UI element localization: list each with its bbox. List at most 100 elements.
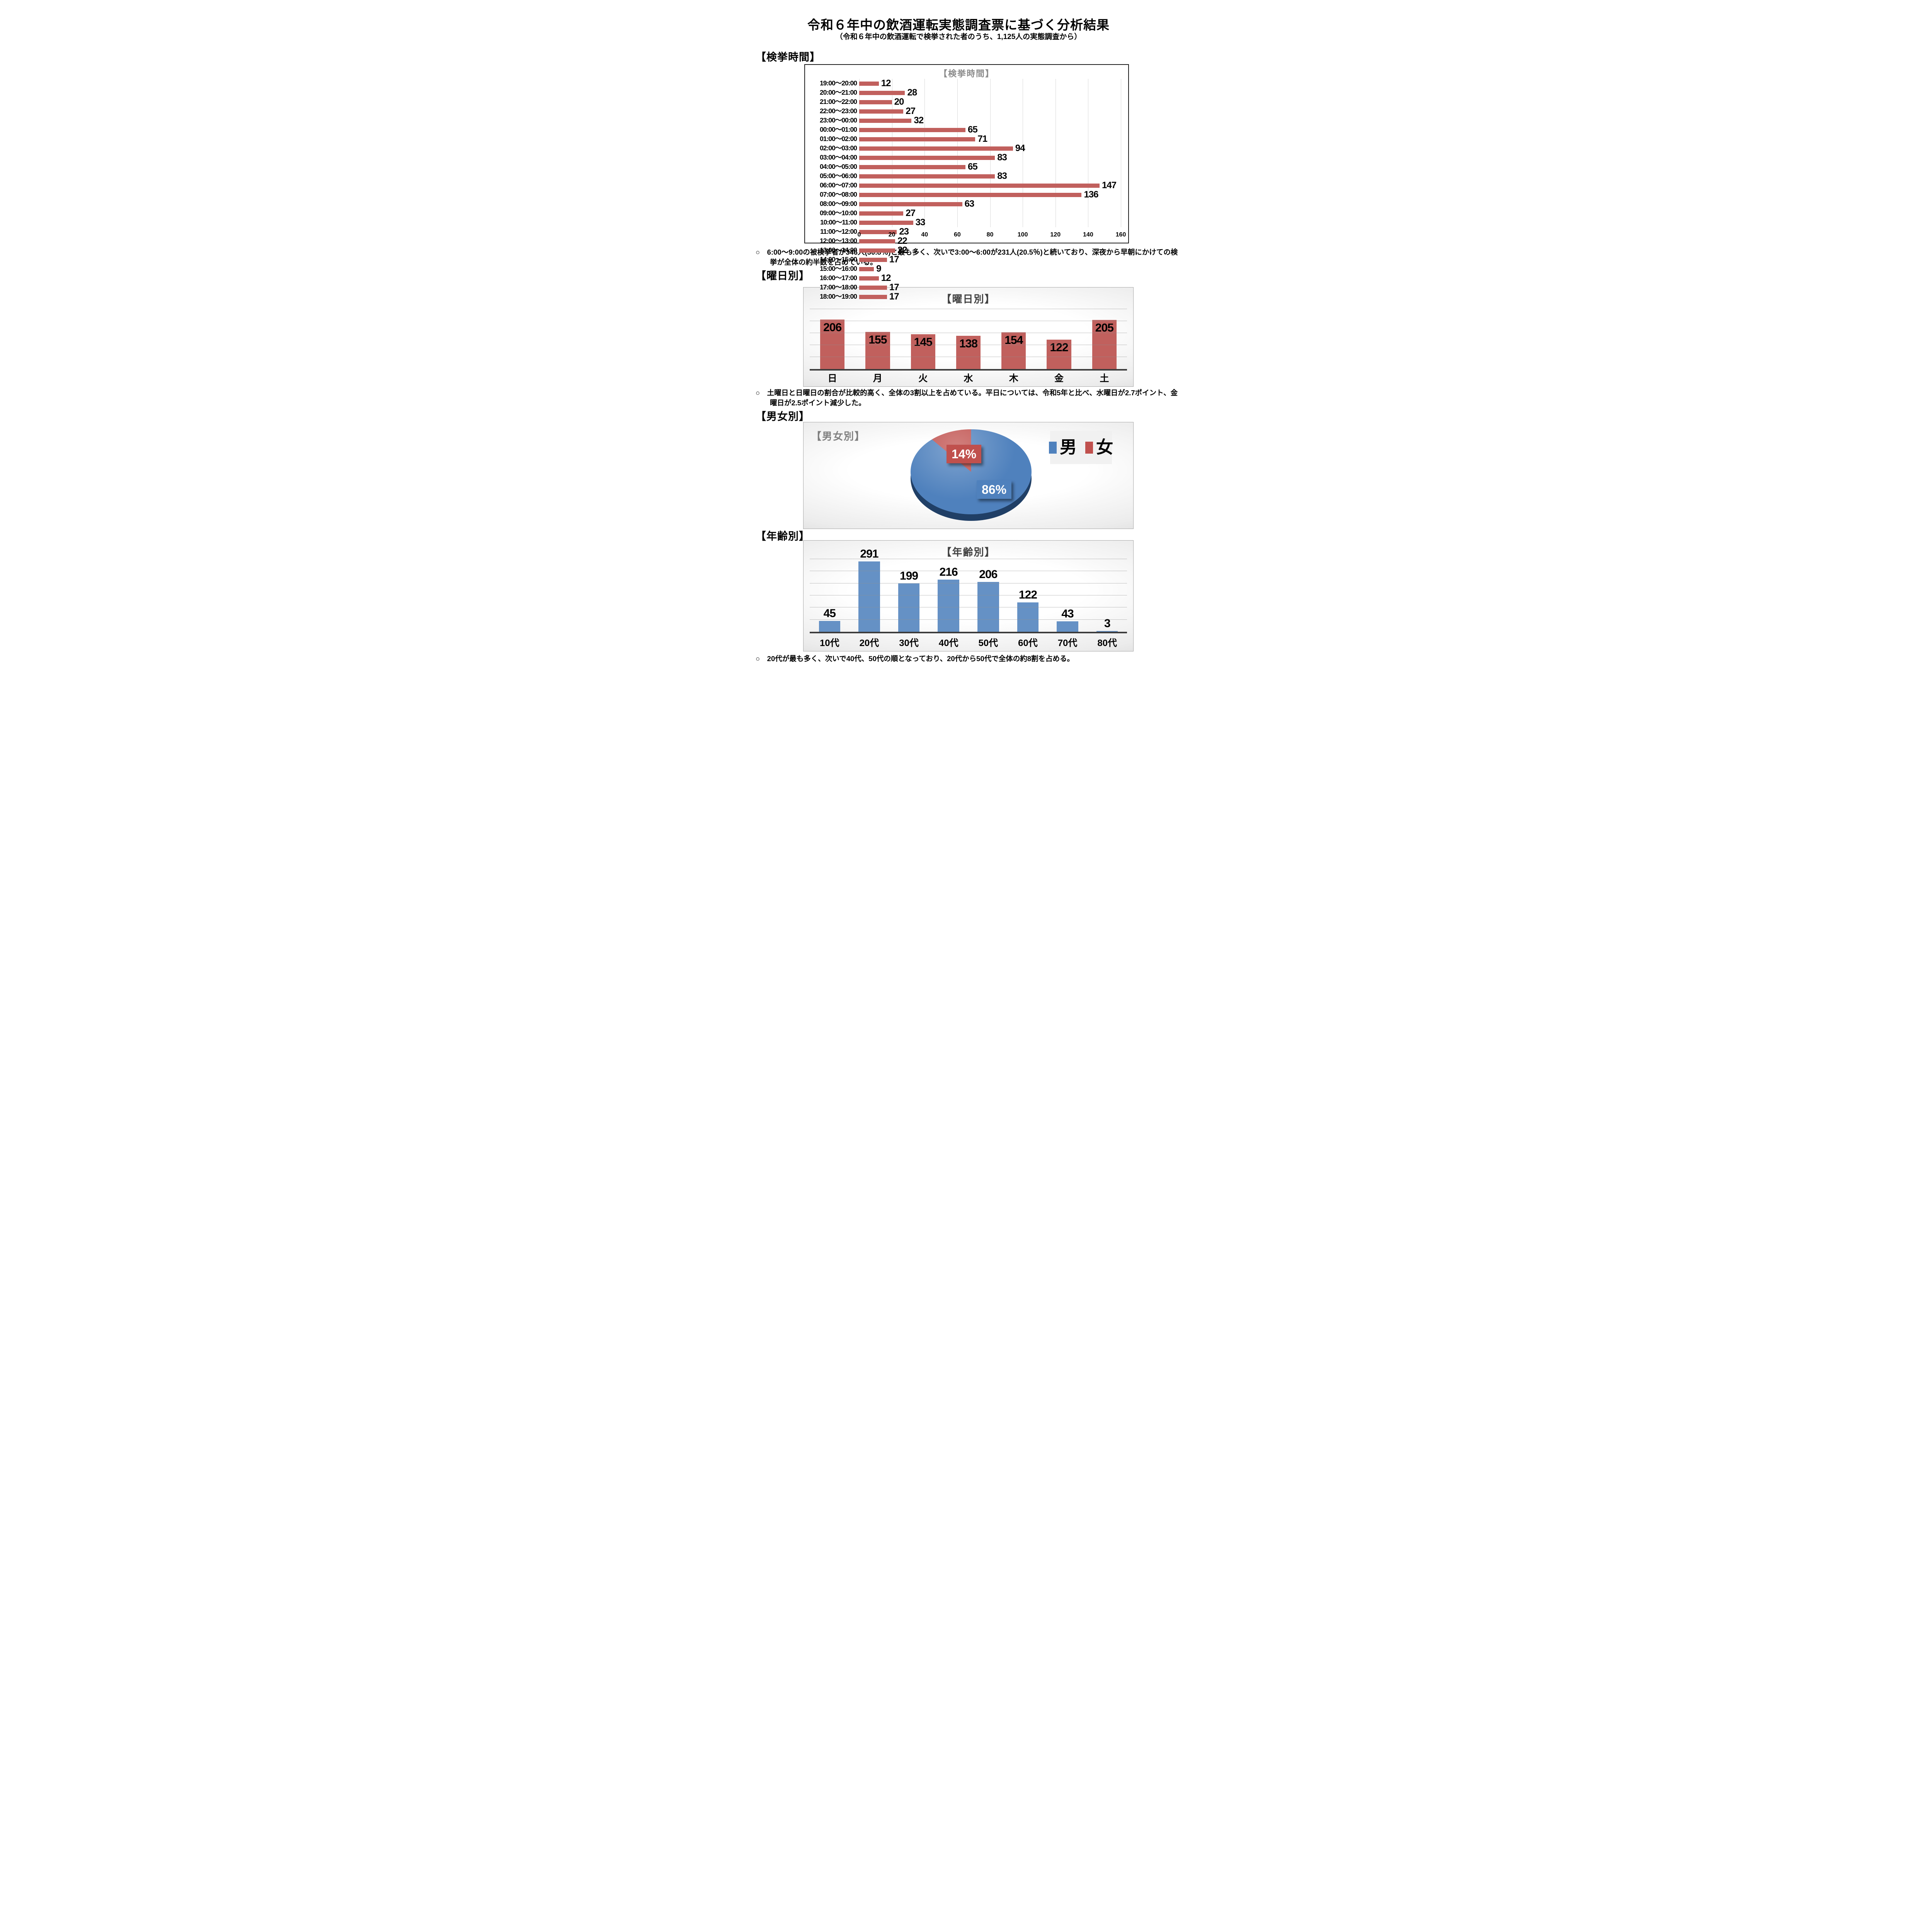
- weekday-chart-categories: 日月火水木金土: [810, 371, 1127, 384]
- time-bar-row: 10:00～11:00 33: [805, 218, 1128, 227]
- bar: 205: [1092, 320, 1117, 369]
- time-chart-grid: [859, 79, 1121, 227]
- time-chart-ticks: 0 20 40 60 80 100 120 140 160: [858, 231, 1126, 240]
- bar-slot: 206: [810, 309, 855, 369]
- time-bar-row: 14:00～15:00 17: [805, 255, 1128, 264]
- x-tick-label: 120: [1050, 231, 1061, 238]
- time-bar-value: 71: [977, 134, 987, 144]
- x-tick-label: 160: [1115, 231, 1126, 238]
- bar-value: 199: [900, 570, 918, 583]
- time-bar: [859, 230, 897, 234]
- time-bar: [859, 174, 995, 179]
- category-label: 80代: [1097, 638, 1117, 648]
- time-category-label: 01:00～02:00: [819, 135, 857, 143]
- time-bar-value: 22: [897, 245, 907, 255]
- time-bar-row: 12:00～13:00 22: [805, 236, 1128, 246]
- time-bar: [859, 100, 892, 104]
- time-bar-value: 9: [876, 264, 881, 274]
- time-category-label: 06:00～07:00: [819, 181, 857, 189]
- time-bar-track: 83: [859, 172, 1121, 181]
- bar-value: 206: [979, 568, 998, 581]
- gridline: [957, 79, 958, 227]
- time-chart-rows: 19:00～20:00 12 20:00～21:00 28 21:00～22:00 20 2…: [805, 79, 1128, 301]
- time-category-label: 15:00～16:00: [819, 265, 857, 273]
- time-category-label: 19:00～20:00: [819, 79, 857, 87]
- weekday-chart-title: 【曜日別】: [941, 293, 996, 305]
- time-bar-row: 19:00～20:00 12: [805, 79, 1128, 88]
- time-category-label: 22:00～23:00: [819, 107, 857, 115]
- time-bar-track: 12: [859, 79, 1121, 88]
- bar: [858, 561, 880, 632]
- time-bar: [859, 109, 904, 114]
- time-bar-row: 06:00～07:00 147: [805, 181, 1128, 190]
- time-bar-value: 33: [915, 217, 926, 228]
- time-category-label: 18:00～19:00: [819, 293, 857, 301]
- time-bar: [859, 211, 904, 216]
- note-age: ○ 20代が最も多く、次いで40代、50代の順となっており、20代から50代で全…: [756, 655, 1074, 663]
- time-bar: [859, 183, 1100, 188]
- time-bar: [859, 137, 976, 141]
- time-bar-row: 05:00～06:00 83: [805, 172, 1128, 181]
- time-bar-row: 00:00～01:00 65: [805, 125, 1128, 134]
- category-label: 水: [964, 373, 973, 384]
- time-bar-track: 33: [859, 218, 1121, 227]
- category-label: 10代: [819, 638, 839, 648]
- time-bar-track: 71: [859, 134, 1121, 144]
- time-category-label: 21:00～22:00: [819, 98, 857, 106]
- time-bar-value: 17: [889, 282, 899, 293]
- time-bar-row: 23:00～00:00 32: [805, 116, 1128, 125]
- bar-slot: 199: [889, 559, 929, 632]
- category-label: 金: [1054, 373, 1064, 384]
- section-heading-time: 【検挙時間】: [756, 51, 821, 63]
- section-heading-gender: 【男女別】: [756, 411, 810, 422]
- time-bar-value: 17: [889, 291, 899, 302]
- time-bar-track: 17: [859, 283, 1121, 292]
- x-tick-label: 140: [1083, 231, 1093, 238]
- time-bar-row: 18:00～19:00 17: [805, 292, 1128, 301]
- time-category-label: 02:00～03:00: [819, 144, 857, 152]
- gridline: [990, 79, 991, 227]
- bar-value: 145: [914, 336, 933, 349]
- time-bar: [859, 165, 966, 169]
- time-bar-value: 27: [906, 208, 916, 218]
- time-category-label: 10:00～11:00: [820, 218, 857, 226]
- category-label: 土: [1100, 373, 1109, 384]
- bar: [819, 621, 841, 632]
- time-bar-track: 23: [859, 227, 1121, 236]
- time-bar-value: 32: [914, 115, 924, 126]
- x-tick-label: 100: [1017, 231, 1028, 238]
- gender-legend: 男 女: [1049, 431, 1113, 464]
- time-bar-track: 136: [859, 190, 1121, 199]
- time-category-label: 05:00～06:00: [819, 172, 857, 180]
- bar-value: 122: [1050, 341, 1069, 354]
- bar: 145: [911, 334, 935, 369]
- section-heading-weekday: 【曜日別】: [756, 270, 810, 282]
- category-label: 火: [918, 373, 928, 384]
- time-bar-value: 83: [997, 152, 1007, 163]
- gender-chart: 【男女別】 男 女 14% 86%: [803, 422, 1134, 529]
- bar-slot: 3: [1087, 559, 1127, 632]
- x-tick-label: 40: [921, 231, 928, 238]
- time-bar-value: 65: [968, 162, 978, 172]
- bar-slot: 206: [969, 559, 1008, 632]
- time-bar-track: 17: [859, 255, 1121, 264]
- pie-label-female: 14%: [947, 445, 982, 463]
- x-tick-label: 60: [953, 231, 961, 238]
- time-bar: [859, 192, 1082, 197]
- category-label: 60代: [1018, 638, 1038, 648]
- time-bar-row: 13:00～14:00 22: [805, 246, 1128, 255]
- time-bar-row: 09:00～10:00 27: [805, 209, 1128, 218]
- time-bar-track: 12: [859, 274, 1121, 283]
- time-category-label: 20:00～21:00: [819, 88, 857, 97]
- time-bar-track: 63: [859, 199, 1121, 209]
- age-chart-title: 【年齢別】: [941, 546, 996, 558]
- time-bar-track: 27: [859, 107, 1121, 116]
- time-bar-row: 08:00～09:00 63: [805, 199, 1128, 209]
- time-bar: [859, 276, 879, 281]
- bar-slot: 154: [991, 309, 1036, 369]
- bar: 206: [820, 320, 845, 369]
- category-label: 木: [1009, 373, 1018, 384]
- time-bar-track: 22: [859, 246, 1121, 255]
- report-page: 令和６年中の飲酒運転実態調査票に基づく分析結果 （令和６年中の飲酒運転で検挙され…: [719, 0, 1198, 678]
- time-bar-track: 32: [859, 116, 1121, 125]
